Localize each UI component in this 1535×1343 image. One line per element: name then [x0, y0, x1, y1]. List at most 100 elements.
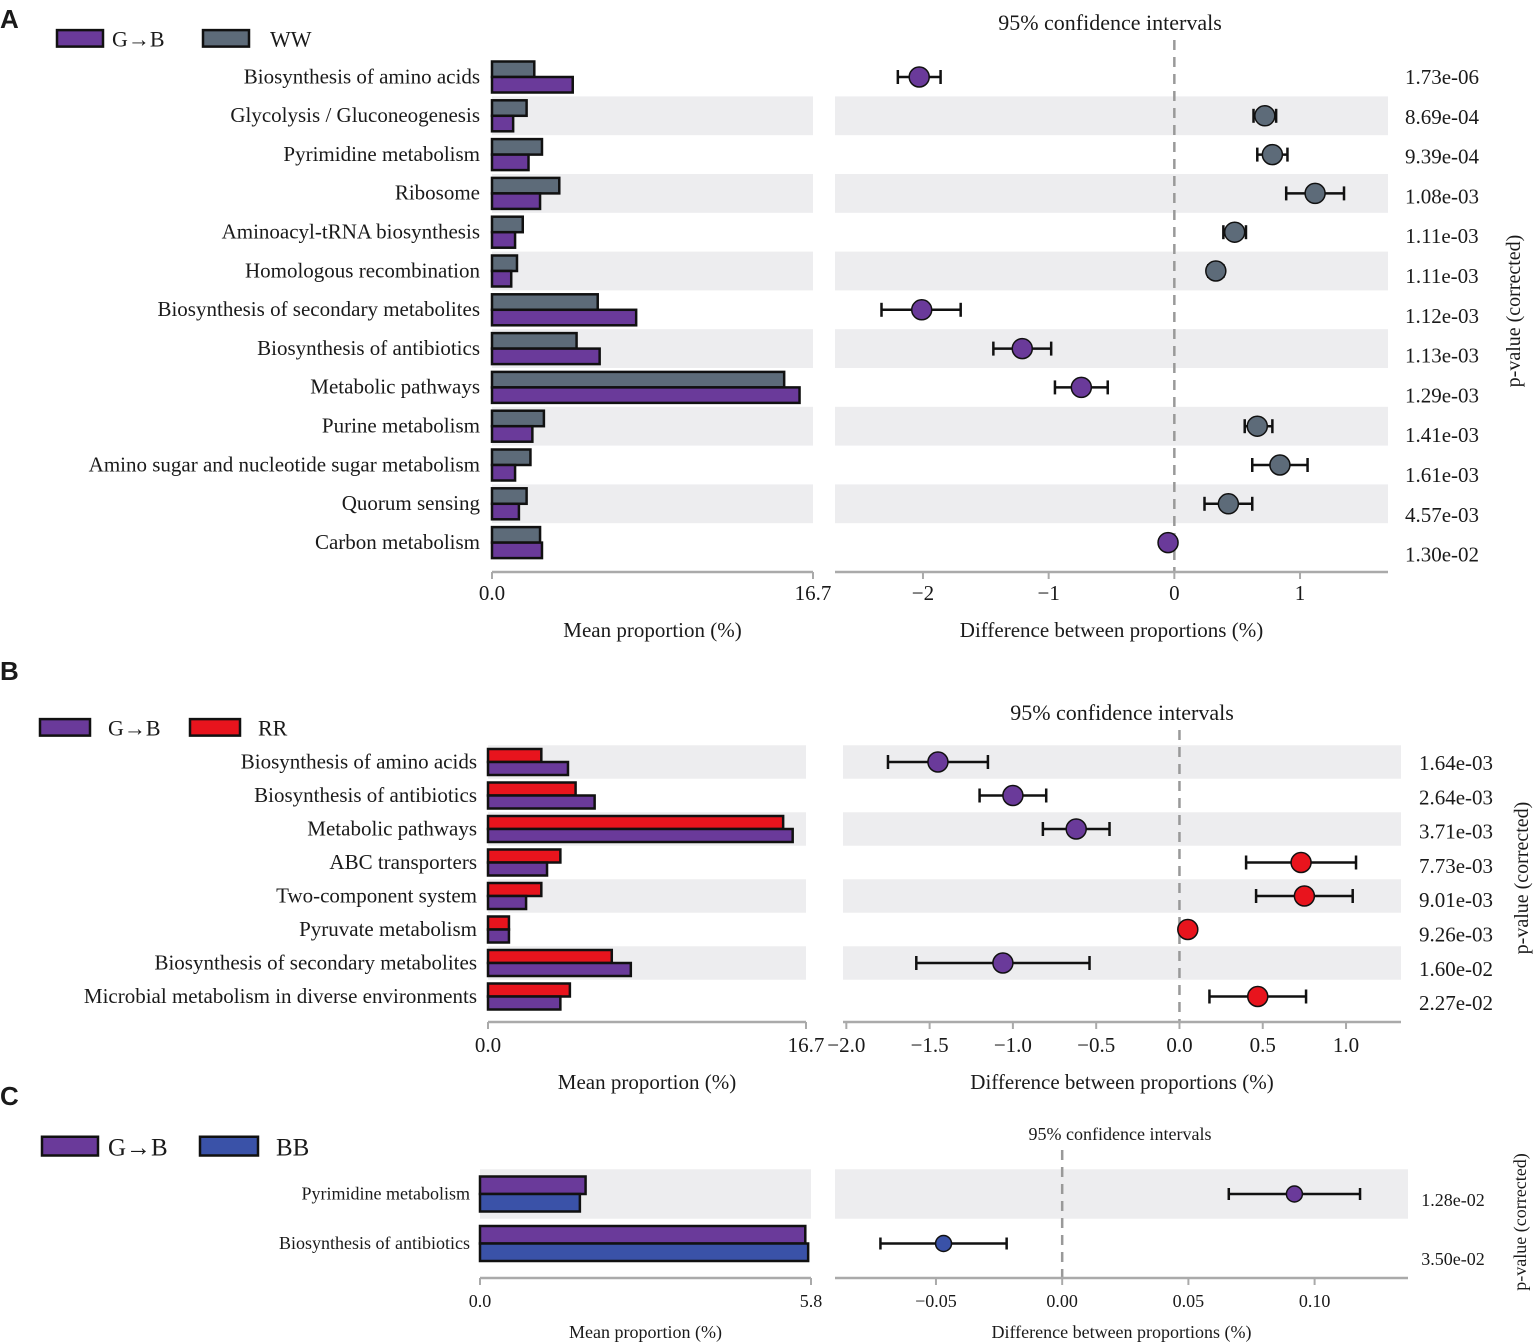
mean-bar-gb	[486, 928, 511, 944]
panel-b-letter: B	[0, 656, 19, 686]
panel-b: B G→B RR 95% confidence intervals Biosynthe…	[0, 656, 1533, 1094]
category-label: Two-component system	[276, 883, 477, 907]
category-label: Microbial metabolism in diverse environm…	[84, 984, 477, 1008]
difference-point	[1269, 454, 1291, 476]
category-label: Pyrimidine metabolism	[283, 142, 480, 166]
mean-bar-ww	[490, 409, 546, 428]
category-label: Biosynthesis of antibiotics	[279, 1233, 470, 1253]
mean-bar-gb	[490, 541, 544, 560]
difference-point	[1065, 818, 1087, 840]
diff-row-background	[835, 329, 1388, 368]
category-label: Pyruvate metabolism	[299, 917, 477, 941]
legend: G→B BB	[40, 1135, 309, 1162]
mean-bar-ww	[490, 137, 544, 156]
legend-swatch	[38, 717, 92, 737]
category-label: Biosynthesis of antibiotics	[257, 336, 480, 360]
diff-tick-label: −0.5	[1077, 1033, 1115, 1057]
category-label: Glycolysis / Gluconeogenesis	[230, 103, 480, 127]
diff-tick-label: 0.0	[1166, 1033, 1192, 1057]
category-label: Metabolic pathways	[310, 375, 480, 399]
axes: 0.0 5.8 −0.05 0.00 0.05 0.10 Mean proportion (…	[469, 1276, 1408, 1343]
mean-bar-gb	[490, 230, 517, 249]
p-value: 1.12e-03	[1405, 304, 1479, 328]
difference-point	[1285, 1185, 1304, 1203]
category-row: Microbial metabolism in diverse environm…	[84, 982, 1493, 1015]
category-row: Metabolic pathways 1.29e-03	[310, 370, 1479, 407]
category-label: Biosynthesis of secondary metabolites	[157, 297, 480, 321]
category-label: Carbon metabolism	[315, 530, 480, 554]
bar-tick-label: 16.7	[788, 1033, 825, 1057]
mean-bar-rr	[486, 848, 562, 864]
mean-bar-ww	[490, 60, 536, 79]
p-value: 2.64e-03	[1419, 785, 1493, 809]
mean-bar-rr	[486, 915, 511, 931]
panel-c: C G→B BB 95% confidence intervals Pyrimidin…	[0, 1081, 1531, 1343]
mean-bar-rr	[486, 982, 572, 998]
diff-row-background	[843, 812, 1401, 846]
p-value: 2.27e-02	[1419, 991, 1493, 1015]
difference-point	[992, 952, 1014, 974]
category-row: Metabolic pathways 3.71e-03	[307, 814, 1493, 844]
mean-bar-gb	[486, 961, 633, 978]
p-value: 9.26e-03	[1419, 923, 1493, 947]
diff-tick-label: −0.05	[915, 1291, 957, 1311]
mean-bar-gb	[490, 463, 517, 482]
category-row: ABC transporters 7.73e-03	[329, 848, 1493, 878]
category-row: Biosynthesis of antibiotics 3.50e-02	[279, 1224, 1485, 1269]
p-value: 1.41e-03	[1405, 423, 1479, 447]
p-value: 1.64e-03	[1419, 751, 1493, 775]
mean-bar-gb	[486, 827, 794, 844]
diff-tick-label: −1.0	[994, 1033, 1032, 1057]
p-value: 1.73e-06	[1405, 65, 1479, 89]
difference-point	[1247, 985, 1269, 1008]
p-value: 9.01e-03	[1419, 888, 1493, 912]
mean-bar-ww	[490, 215, 525, 234]
bar-tick-label: 0.0	[475, 1033, 501, 1057]
diff-x-axis-label: Difference between proportions (%)	[991, 1322, 1251, 1343]
mean-bar-gb	[490, 308, 638, 327]
p-value: 1.30e-02	[1405, 543, 1479, 567]
diff-tick-label: 0.05	[1173, 1291, 1205, 1311]
category-label: Biosynthesis of amino acids	[241, 749, 477, 773]
ci-title: 95% confidence intervals	[1029, 1124, 1212, 1144]
mean-bar-rr	[486, 948, 614, 965]
p-value: 1.60e-02	[1419, 957, 1493, 981]
mean-bar-ww	[490, 331, 578, 350]
p-value: 1.28e-02	[1421, 1190, 1484, 1210]
legend-swatch	[188, 717, 242, 737]
diff-tick-label: −2	[912, 581, 934, 605]
legend-label: BB	[276, 1135, 309, 1162]
legend-label: G→B	[112, 27, 165, 52]
legend-swatch	[201, 28, 251, 48]
category-label: Pyrimidine metabolism	[302, 1183, 471, 1203]
mean-bar-gb	[486, 794, 596, 810]
mean-bar-ww	[490, 448, 532, 467]
p-value: 1.29e-03	[1405, 383, 1479, 407]
diff-tick-label: −1.5	[911, 1033, 949, 1057]
mean-bar-rr	[486, 881, 543, 898]
difference-point	[1070, 376, 1093, 399]
p-value: 1.11e-03	[1405, 264, 1478, 288]
legend-swatch	[40, 1135, 100, 1157]
mean-bar-ww	[490, 254, 519, 273]
diff-tick-label: 1	[1295, 581, 1306, 605]
diff-tick-label: −1	[1037, 581, 1059, 605]
mean-bar-ww	[490, 293, 599, 312]
category-label: ABC transporters	[329, 850, 477, 874]
difference-point	[1177, 918, 1199, 941]
mean-bar-gb	[490, 502, 521, 521]
diff-x-axis-label: Difference between proportions (%)	[960, 618, 1263, 642]
category-label: Biosynthesis of amino acids	[244, 64, 480, 88]
category-row: Two-component system 9.01e-03	[276, 881, 1493, 912]
difference-point	[1011, 337, 1034, 360]
legend-label: G→B	[108, 1135, 168, 1162]
category-row: Homologous recombination 1.11e-03	[245, 254, 1479, 288]
category-row: Pyrimidine metabolism 1.28e-02	[302, 1175, 1485, 1213]
bar-row-background	[492, 251, 813, 291]
category-label: Aminoacyl-tRNA biosynthesis	[222, 220, 480, 244]
mean-bar-bb	[478, 1192, 582, 1213]
bar-tick-label: 16.7	[795, 581, 832, 605]
mean-bar-gb	[490, 114, 515, 133]
mean-bar-gb	[486, 760, 570, 777]
diff-tick-label: 0.10	[1299, 1291, 1331, 1311]
